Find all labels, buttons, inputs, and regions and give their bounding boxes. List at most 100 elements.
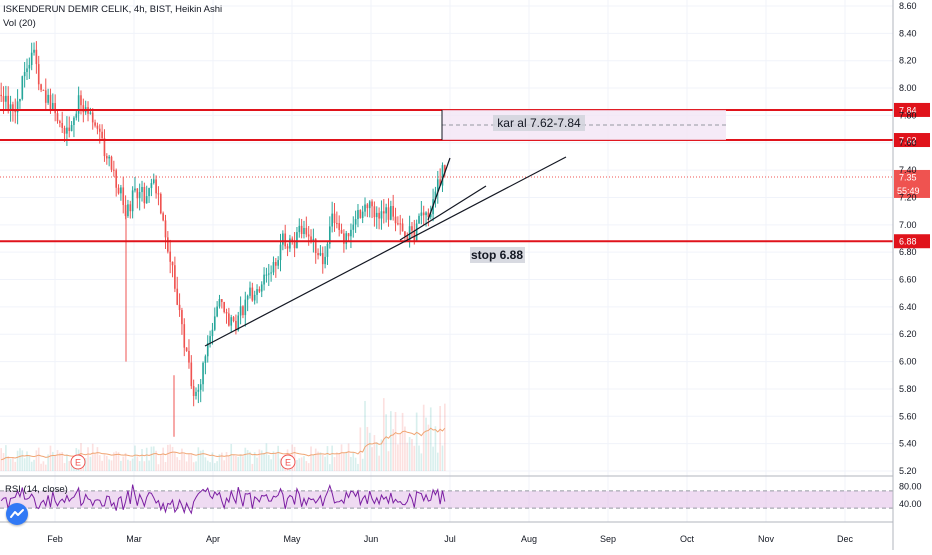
- candle-body: [331, 213, 333, 227]
- candle-body: [336, 223, 338, 225]
- volume-bar: [185, 461, 188, 471]
- volume-bar: [307, 463, 310, 471]
- earnings-marker-circle: [280, 454, 296, 470]
- volume-bar: [235, 455, 237, 471]
- y-tick-label: 7.60: [899, 138, 917, 148]
- volume-bar: [61, 452, 64, 471]
- volume-bar: [263, 452, 265, 471]
- volume-bar: [361, 458, 364, 471]
- volume-bar: [256, 457, 258, 471]
- y-tick-label: 5.40: [899, 439, 917, 449]
- candle-body: [122, 187, 125, 206]
- candle-body: [385, 207, 387, 214]
- volume-bar: [141, 449, 143, 471]
- candle-body: [223, 301, 225, 313]
- volume-bar: [9, 458, 12, 471]
- stop-annotation: stop 6.88: [471, 248, 523, 262]
- candle-body: [2, 96, 5, 102]
- candle-body: [380, 211, 383, 219]
- candle-body: [434, 191, 437, 200]
- volume-bar: [136, 456, 139, 471]
- candle-body: [340, 229, 343, 234]
- candle-body: [354, 219, 357, 225]
- y-tick-label: 6.60: [899, 275, 917, 285]
- volume-bar: [159, 454, 162, 471]
- candle-body: [324, 256, 326, 265]
- candle-body: [441, 165, 444, 186]
- volume-bar: [399, 433, 402, 471]
- volume-bar: [411, 438, 413, 471]
- candle-body: [16, 101, 19, 113]
- candle-body: [429, 214, 432, 218]
- volume-bar: [359, 427, 362, 471]
- candle-body: [333, 213, 336, 224]
- candle-body: [9, 104, 12, 110]
- volume-bar: [422, 404, 425, 471]
- candle-body: [7, 95, 10, 110]
- volume-bar: [190, 453, 193, 471]
- volume-bar: [152, 446, 155, 471]
- volume-bar: [12, 457, 14, 471]
- volume-bar: [120, 460, 122, 471]
- trend-line: [399, 185, 487, 241]
- candle-body: [202, 362, 204, 385]
- candle-body: [131, 190, 134, 212]
- candle-body: [115, 170, 118, 188]
- candle-body: [66, 127, 68, 134]
- candle-body: [305, 227, 308, 235]
- candle-body: [418, 215, 420, 224]
- candle-body: [94, 122, 96, 126]
- candle-body: [105, 156, 108, 159]
- volume-bar: [394, 412, 397, 471]
- volume-bar: [145, 447, 148, 471]
- candle-body: [164, 220, 167, 238]
- candle-body: [211, 329, 214, 337]
- candle-body: [258, 289, 261, 292]
- candle-body: [366, 204, 369, 209]
- volume-bar: [352, 452, 355, 471]
- candle-body: [345, 233, 348, 244]
- candle-body: [228, 313, 230, 326]
- candle-body: [300, 225, 303, 234]
- volume-bar: [420, 453, 423, 471]
- candle-body: [145, 196, 148, 204]
- volume-bar: [162, 447, 164, 471]
- candle-body: [103, 138, 106, 157]
- candle-body: [136, 188, 139, 199]
- candle-body: [246, 295, 249, 300]
- candle-body: [394, 216, 397, 224]
- tradingview-logo-icon: [6, 503, 28, 525]
- volume-bar: [373, 435, 376, 471]
- volume-bar: [436, 452, 439, 471]
- candle-body: [368, 201, 371, 209]
- candle-body: [80, 95, 82, 106]
- candle-body: [98, 128, 101, 132]
- candle-body: [382, 211, 385, 214]
- candle-body: [375, 212, 378, 218]
- volume-bar: [303, 456, 305, 471]
- volume-bar: [122, 456, 125, 471]
- candle-body: [296, 232, 298, 249]
- candle-body: [77, 95, 80, 114]
- candle-body: [256, 289, 258, 295]
- y-tick-label: 5.80: [899, 384, 917, 394]
- volume-bar: [68, 461, 71, 471]
- volume-bar: [216, 461, 218, 471]
- candle-body: [127, 204, 129, 217]
- candle-body: [110, 156, 113, 170]
- candle-body: [319, 253, 322, 256]
- volume-bar: [213, 463, 216, 471]
- volume-bar: [35, 450, 38, 471]
- candle-body: [439, 179, 441, 186]
- trend-line: [204, 156, 567, 347]
- candle-body: [82, 105, 85, 113]
- earnings-marker-circle: [70, 454, 86, 470]
- volume-bar: [338, 453, 341, 471]
- volume-bar: [427, 424, 430, 471]
- candle-body: [199, 384, 202, 390]
- candle-body: [267, 273, 270, 275]
- volume-bar: [2, 453, 5, 471]
- volume-bar: [195, 461, 197, 471]
